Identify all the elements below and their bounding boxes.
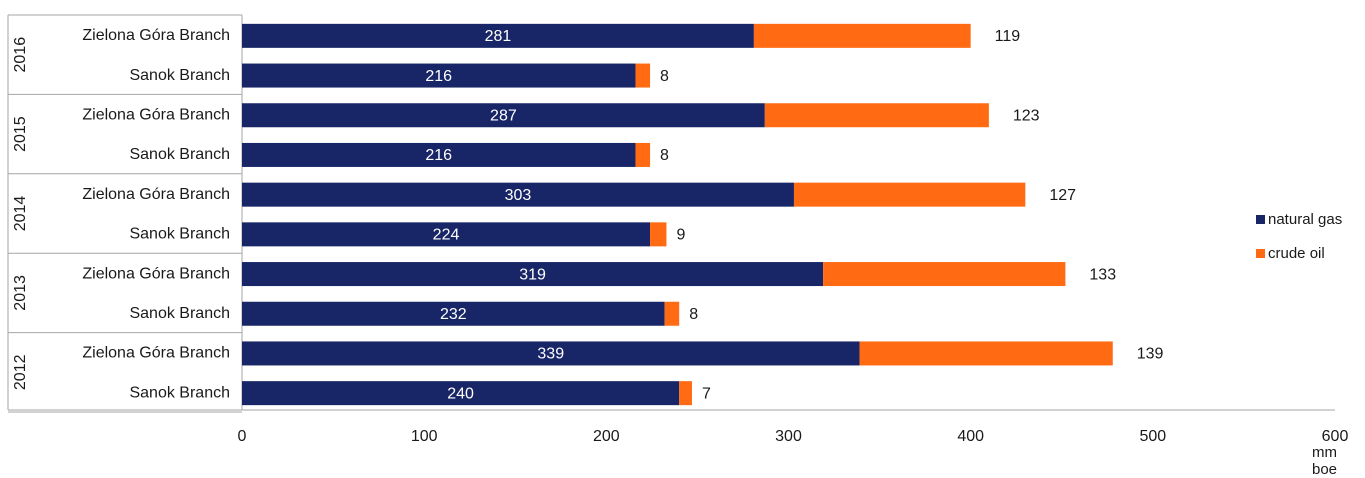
data-label-natural-gas: 303 (505, 187, 532, 204)
data-label-crude-oil: 8 (660, 68, 669, 85)
category-label: Zielona Góra Branch (82, 106, 230, 123)
year-label: 2015 (12, 116, 29, 152)
legend-item-natural-gas: natural gas (1256, 202, 1342, 236)
legend-label-natural-gas: natural gas (1268, 210, 1343, 228)
data-label-crude-oil: 8 (689, 306, 698, 323)
year-label: 2012 (12, 354, 29, 390)
data-label-crude-oil: 127 (1049, 187, 1076, 204)
x-tick-label: 300 (775, 428, 802, 445)
bar-crude-oil (664, 301, 680, 326)
data-label-crude-oil: 123 (1013, 107, 1040, 124)
bar-crude-oil (753, 23, 971, 48)
bar-crude-oil (650, 222, 667, 247)
category-label: Sanok Branch (129, 146, 230, 163)
bar-crude-oil (823, 262, 1066, 287)
bar-crude-oil (793, 182, 1026, 207)
category-label: Sanok Branch (129, 226, 230, 243)
category-label: Zielona Góra Branch (82, 345, 230, 362)
year-label: 2016 (12, 37, 29, 73)
bar-natural-gas (242, 341, 860, 366)
bar-crude-oil (764, 103, 989, 128)
data-label-natural-gas: 216 (425, 147, 452, 164)
category-label: Zielona Góra Branch (82, 265, 230, 282)
data-label-crude-oil: 9 (676, 227, 685, 244)
category-label: Zielona Góra Branch (82, 186, 230, 203)
data-label-natural-gas: 232 (440, 306, 467, 323)
legend: natural gas crude oil (1256, 202, 1342, 270)
bar-natural-gas (242, 142, 636, 167)
data-label-crude-oil: 7 (702, 385, 711, 402)
data-label-crude-oil: 119 (995, 28, 1021, 45)
data-label-natural-gas: 281 (485, 28, 512, 45)
category-label: Sanok Branch (129, 67, 230, 84)
category-label: Sanok Branch (129, 384, 230, 401)
bar-natural-gas (242, 262, 824, 287)
bar-natural-gas (242, 182, 794, 207)
x-tick-label: 100 (411, 428, 438, 445)
x-tick-label: 0 (238, 428, 247, 445)
bar-natural-gas (242, 222, 651, 247)
year-label: 2013 (12, 275, 29, 311)
bar-natural-gas (242, 381, 680, 406)
legend-swatch-crude-oil (1256, 248, 1265, 258)
data-label-natural-gas: 240 (447, 385, 474, 402)
data-label-natural-gas: 319 (519, 266, 546, 283)
bar-natural-gas (242, 301, 665, 326)
data-label-natural-gas: 339 (537, 346, 564, 363)
data-label-natural-gas: 287 (490, 107, 517, 124)
bar-crude-oil (859, 341, 1113, 366)
data-label-crude-oil: 139 (1137, 346, 1164, 363)
x-tick-label: 500 (1139, 428, 1166, 445)
bar-crude-oil (635, 142, 651, 167)
legend-label-crude-oil: crude oil (1268, 244, 1325, 262)
bar-natural-gas (242, 23, 754, 48)
data-label-crude-oil: 8 (660, 147, 669, 164)
x-tick-label: 600 (1322, 428, 1349, 445)
legend-item-crude-oil: crude oil (1256, 236, 1342, 270)
category-label: Sanok Branch (129, 305, 230, 322)
x-tick-label: 200 (593, 428, 620, 445)
bar-crude-oil (679, 381, 692, 406)
x-tick-label: 400 (957, 428, 984, 445)
data-label-natural-gas: 216 (425, 68, 452, 85)
bar-natural-gas (242, 63, 636, 88)
year-label: 2014 (12, 196, 29, 232)
legend-swatch-natural-gas (1256, 214, 1265, 224)
bar-natural-gas (242, 103, 765, 128)
data-label-natural-gas: 224 (433, 227, 460, 244)
data-label-crude-oil: 133 (1089, 266, 1116, 283)
bar-crude-oil (635, 63, 651, 88)
category-label: Zielona Góra Branch (82, 27, 230, 44)
